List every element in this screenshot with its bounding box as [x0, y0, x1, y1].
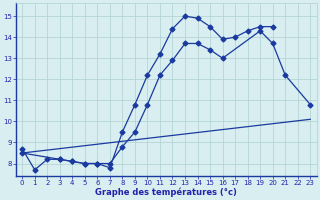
X-axis label: Graphe des températures (°c): Graphe des températures (°c) [95, 187, 237, 197]
